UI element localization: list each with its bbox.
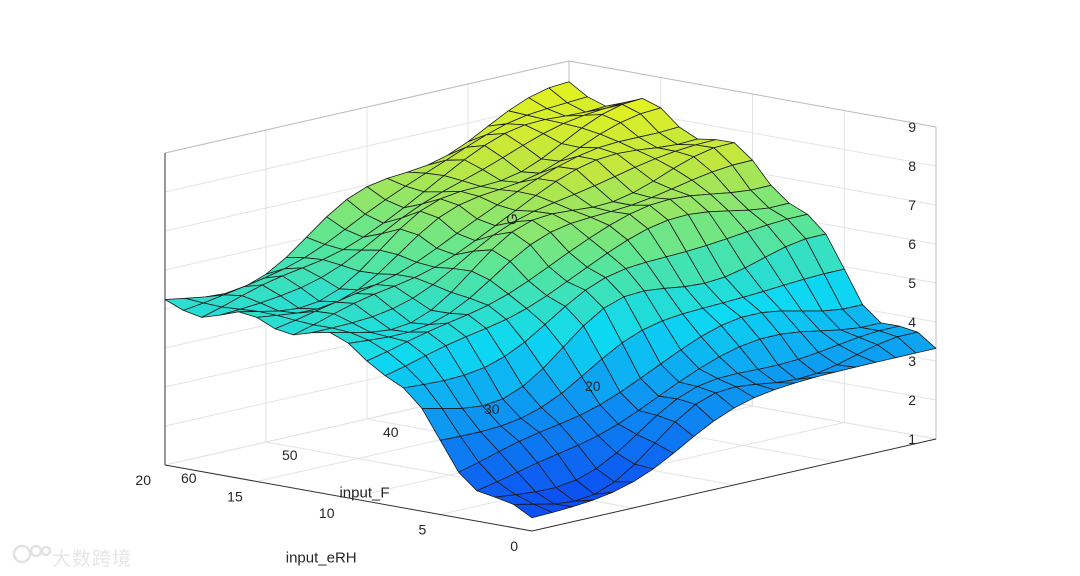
watermark-text: 大数跨境	[52, 548, 133, 570]
z-tick-label: 8	[908, 158, 916, 174]
y-tick-label: 60	[181, 470, 197, 486]
x-tick-label: 20	[135, 472, 151, 488]
z-axis-label: G	[504, 213, 521, 225]
z-tick-label: 1	[908, 431, 916, 447]
z-tick-label: 6	[908, 236, 916, 252]
z-tick-label: 7	[908, 197, 916, 213]
surface-patch	[513, 503, 553, 519]
axis-line	[531, 438, 937, 532]
z-tick-label: 2	[908, 392, 916, 408]
x-tick-label: 5	[418, 522, 426, 538]
z-tick-label: 9	[908, 119, 916, 135]
y-axis-label: input_F	[339, 485, 389, 502]
z-tick-label: 5	[908, 275, 916, 291]
tick-labels: 1 2 3 4 5 6 7 8 9 0 5 10 15 20 20 30 40 50 60	[135, 119, 916, 554]
x-tick-label: 10	[319, 505, 335, 521]
y-tick-label: 30	[484, 401, 500, 417]
axis-line	[568, 60, 937, 128]
x-tick-label: 15	[227, 489, 243, 505]
axis-line	[164, 60, 570, 154]
x-axis-label: input_eRH	[286, 550, 357, 567]
y-tick-label: 20	[585, 378, 601, 394]
z-tick-label: 4	[908, 314, 916, 330]
y-tick-label: 40	[383, 424, 399, 440]
y-tick-label: 50	[282, 447, 298, 463]
axis-line	[164, 464, 533, 532]
z-tick-label: 3	[908, 353, 916, 369]
x-tick-label: 0	[510, 538, 518, 554]
surface-mesh	[164, 81, 937, 519]
watermark-logo	[12, 544, 52, 564]
